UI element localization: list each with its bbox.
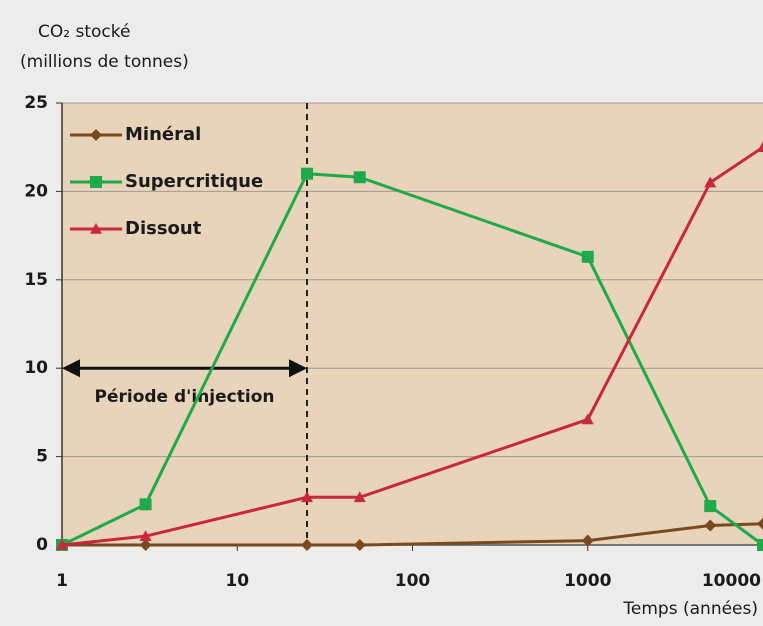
legend-label: Supercritique (125, 171, 263, 192)
point (300, 491, 313, 503)
point (704, 519, 717, 532)
x-tick-label: 1000 (564, 571, 611, 591)
legend-label: Dissout (125, 218, 202, 239)
legend-marker (90, 223, 102, 234)
point (300, 167, 313, 180)
y-tick-label: 10 (24, 358, 48, 378)
point (353, 171, 366, 184)
y-tick-label: 0 (36, 535, 48, 555)
point (353, 491, 366, 503)
point (581, 250, 594, 263)
point (757, 141, 763, 152)
x-tick-label: 1 (56, 571, 68, 591)
point (139, 539, 152, 551)
y-tick-label: 15 (24, 270, 48, 290)
y-tick-label: 20 (24, 181, 48, 201)
point (353, 539, 366, 551)
x-tick-label: 100 (395, 571, 431, 591)
point (581, 534, 594, 547)
y-tick-label: 5 (36, 447, 48, 467)
annotation-text: Période d'injection (95, 387, 275, 407)
point (704, 500, 717, 513)
legend-label: Minéral (125, 124, 201, 145)
legend-marker (90, 129, 102, 141)
x-axis-label: Temps (années) (622, 599, 758, 619)
legend-marker (90, 176, 102, 188)
y-axis-label: CO₂ stocké (38, 22, 130, 42)
point (757, 517, 763, 530)
point (139, 498, 152, 511)
arrow-head (62, 359, 80, 378)
point (757, 539, 763, 551)
plot-area (62, 103, 763, 545)
point (300, 539, 313, 551)
point (704, 176, 717, 188)
x-tick-label: 10000 (702, 571, 761, 591)
point (581, 413, 594, 425)
x-tick-label: 10 (225, 571, 249, 591)
arrow-head (288, 359, 307, 378)
y-axis-label: (millions de tonnes) (20, 52, 189, 72)
y-tick-label: 25 (24, 93, 48, 113)
point (56, 539, 68, 550)
point (139, 530, 152, 541)
